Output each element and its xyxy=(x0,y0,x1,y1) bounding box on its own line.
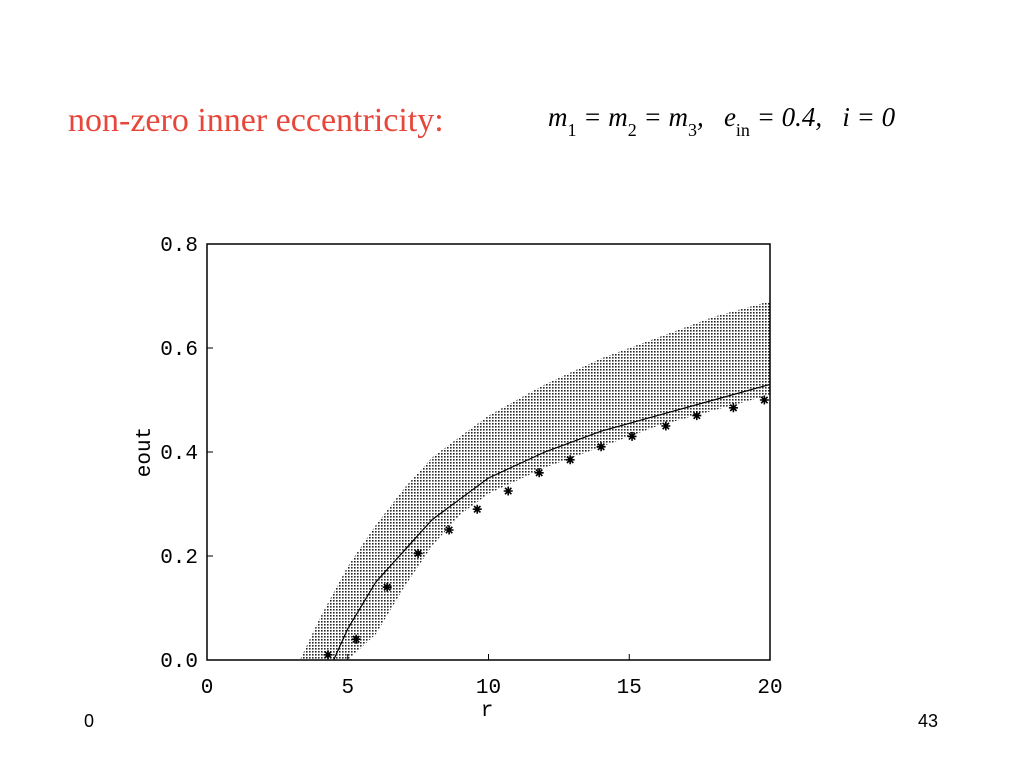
unstable-region xyxy=(460,415,489,515)
footer-left: 0 xyxy=(84,711,94,731)
equation: m1 = m2 = m3, ein = 0.4, i = 0 xyxy=(548,102,896,140)
asterisk-marker xyxy=(759,395,769,405)
asterisk-marker xyxy=(627,431,637,441)
asterisk-marker xyxy=(728,403,738,413)
equation-part: = m xyxy=(637,102,688,132)
unstable-region xyxy=(488,384,545,494)
asterisk-marker xyxy=(596,442,606,452)
unstable-region xyxy=(657,316,714,426)
asterisk-marker xyxy=(472,504,482,514)
x-axis-label: r xyxy=(481,700,494,723)
asterisk-marker xyxy=(661,421,671,431)
x-tick-label: 10 xyxy=(476,677,501,700)
asterisk-marker xyxy=(692,411,702,421)
unstable-region xyxy=(299,618,320,660)
equation-part: m xyxy=(548,102,568,132)
x-tick-label: 20 xyxy=(757,677,782,700)
equation-part: = 0.4, i = 0 xyxy=(750,102,896,132)
equation-subscript: 1 xyxy=(568,120,577,140)
plot xyxy=(206,243,771,661)
unstable-region xyxy=(375,488,405,634)
asterisk-marker xyxy=(503,486,513,496)
y-tick-label: 0.2 xyxy=(160,547,198,570)
x-tick-label: 0 xyxy=(201,677,214,700)
unstable-region xyxy=(404,457,433,588)
unstable-region xyxy=(319,566,348,660)
stability-curve xyxy=(333,383,771,661)
asterisk-marker xyxy=(534,468,544,478)
unstable-region xyxy=(544,358,602,468)
asterisk-marker xyxy=(351,634,361,644)
asterisk-marker xyxy=(413,548,423,558)
x-tick-label: 15 xyxy=(617,677,642,700)
y-tick-label: 0.8 xyxy=(160,235,198,258)
asterisk-marker xyxy=(444,525,454,535)
equation-part: = m xyxy=(577,102,628,132)
equation-subscript: in xyxy=(736,120,750,140)
asterisk-marker xyxy=(565,455,575,465)
y-tick-label: 0.0 xyxy=(160,651,198,674)
unstable-region xyxy=(347,524,376,660)
y-tick-label: 0.6 xyxy=(160,339,198,362)
unstable-region xyxy=(601,337,658,447)
asterisk-marker xyxy=(382,582,392,592)
unstable-region xyxy=(713,301,770,411)
slide-title: non-zero inner eccentricity: xyxy=(68,102,444,139)
page-number: 43 xyxy=(918,711,938,731)
unstable-region xyxy=(432,436,461,546)
equation-subscript: 3 xyxy=(688,120,697,140)
equation-part: , e xyxy=(697,102,736,132)
y-axis-label: eout xyxy=(134,427,157,477)
y-tick-label: 0.4 xyxy=(160,443,198,466)
asterisk-marker xyxy=(323,650,333,660)
x-tick-label: 5 xyxy=(341,677,354,700)
equation-subscript: 2 xyxy=(628,120,637,140)
